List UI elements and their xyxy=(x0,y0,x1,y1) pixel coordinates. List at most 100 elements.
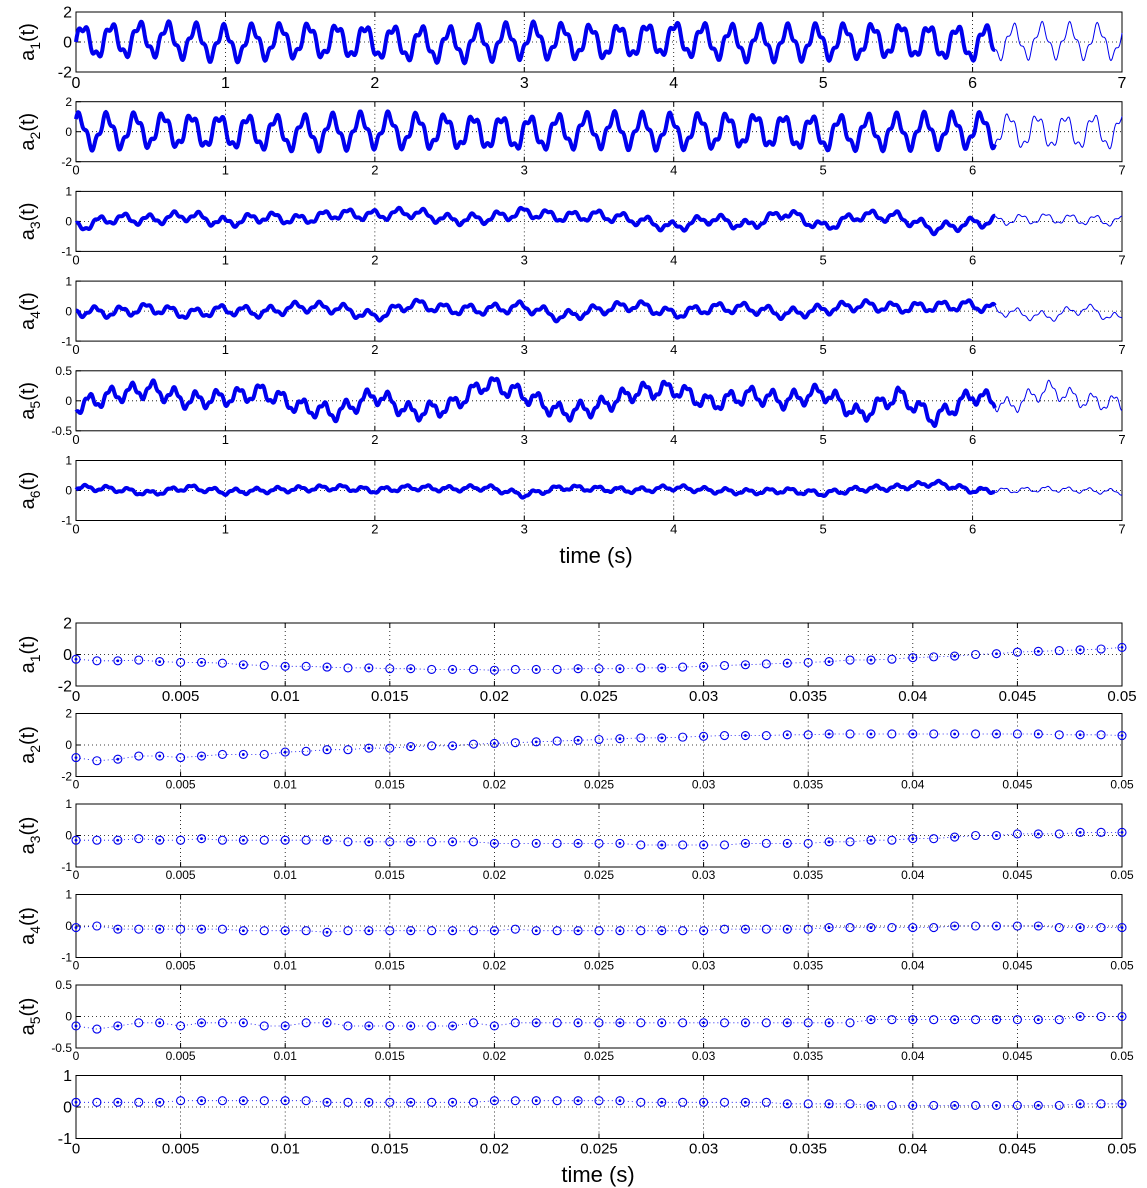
y-tick-label: -2 xyxy=(61,770,72,784)
data-point xyxy=(761,730,771,741)
data-point-center xyxy=(576,667,580,671)
data-point xyxy=(1033,1015,1043,1025)
data-point-center xyxy=(409,745,413,748)
data-point-center xyxy=(869,1104,873,1107)
x-tick-label: 2 xyxy=(371,163,378,178)
y-axis-label-base: a xyxy=(17,228,39,240)
data-point-center xyxy=(1120,734,1124,737)
data-point xyxy=(1075,730,1085,740)
y-axis-label-subscript: 3 xyxy=(27,221,43,229)
data-point-center xyxy=(995,924,998,928)
x-tick-label: 4 xyxy=(670,342,677,357)
y-tick-label: -1 xyxy=(61,514,72,528)
data-point-center xyxy=(869,658,873,662)
x-tick-label: 0 xyxy=(72,688,80,705)
data-point xyxy=(887,654,897,664)
data-point xyxy=(887,923,897,933)
panel-4: 0 1 2 3 4 5 6 710-1a4(t) xyxy=(17,274,1126,357)
data-point xyxy=(301,926,311,936)
data-point-center xyxy=(493,929,496,933)
data-point-center xyxy=(493,668,496,672)
y-tick-label: 2 xyxy=(65,95,72,109)
data-point xyxy=(929,923,939,933)
data-point xyxy=(427,1021,437,1031)
data-point xyxy=(740,1097,750,1107)
data-point xyxy=(761,1018,771,1028)
series-line-thick xyxy=(74,297,997,324)
data-point xyxy=(657,733,667,743)
y-axis-label: a1(t) xyxy=(17,636,43,674)
series-line-thin xyxy=(994,379,1123,414)
y-tick-label: 0 xyxy=(65,919,72,933)
data-point-center xyxy=(409,1024,413,1028)
data-point xyxy=(259,660,269,671)
data-point-center xyxy=(660,1021,664,1025)
data-point xyxy=(301,1018,311,1028)
data-point-center xyxy=(367,1024,371,1028)
data-point-center xyxy=(827,926,831,929)
data-point xyxy=(155,751,165,761)
data-point-center xyxy=(283,1099,287,1103)
bottom-xlabel: time (s) xyxy=(561,1162,634,1187)
data-point xyxy=(1075,923,1085,933)
data-point xyxy=(468,1018,479,1028)
data-point xyxy=(971,1015,981,1025)
data-point xyxy=(636,1097,646,1107)
data-point xyxy=(322,745,332,755)
data-point xyxy=(301,746,311,756)
data-point xyxy=(238,926,248,936)
data-point-center xyxy=(660,736,664,740)
x-tick-label: 0.045 xyxy=(1002,778,1032,792)
data-point xyxy=(866,1100,876,1110)
x-tick-label: 2 xyxy=(371,432,378,447)
data-point xyxy=(1012,829,1022,839)
y-tick-label: 2 xyxy=(63,5,72,22)
x-tick-label: 0.03 xyxy=(692,778,716,792)
data-point-center xyxy=(451,929,454,933)
x-tick-label: 0.035 xyxy=(793,868,823,882)
data-point xyxy=(259,749,269,760)
data-point xyxy=(155,657,165,667)
data-point xyxy=(510,664,520,675)
y-axis-label: a3(t) xyxy=(17,202,43,240)
data-point xyxy=(552,926,562,936)
top-xlabel: time (s) xyxy=(559,543,632,568)
x-tick-label: 0.05 xyxy=(1107,1141,1136,1158)
data-point xyxy=(929,834,939,844)
x-tick-label: 0.02 xyxy=(483,959,507,973)
data-point xyxy=(510,838,520,848)
data-point-center xyxy=(367,1100,371,1104)
y-axis-label-base: a xyxy=(17,408,39,420)
data-point-center xyxy=(74,926,78,929)
data-point xyxy=(489,838,499,848)
data-point-center xyxy=(534,740,538,744)
data-point xyxy=(259,835,269,845)
data-point xyxy=(929,729,939,739)
x-tick-label: 0.035 xyxy=(793,778,823,792)
data-point-center xyxy=(953,732,957,736)
x-tick-label: 0.04 xyxy=(901,959,925,973)
data-point xyxy=(761,838,771,848)
data-point-center xyxy=(74,657,78,661)
data-point xyxy=(385,837,395,847)
data-point-center xyxy=(660,929,664,933)
data-point-center xyxy=(200,660,203,664)
data-point xyxy=(866,923,876,933)
data-point xyxy=(176,835,186,845)
data-point xyxy=(1096,1011,1106,1022)
data-point xyxy=(803,730,813,740)
data-point xyxy=(176,1021,186,1031)
data-point-center xyxy=(911,732,915,736)
data-point xyxy=(406,664,416,674)
x-tick-label: 0.035 xyxy=(789,688,827,705)
x-tick-label: 1 xyxy=(222,522,229,537)
data-point xyxy=(406,926,416,936)
data-point-center xyxy=(744,841,747,845)
x-tick-label: 0.01 xyxy=(274,959,298,973)
data-point xyxy=(615,1096,625,1106)
y-tick-label: 0 xyxy=(65,829,72,843)
data-point xyxy=(448,1021,458,1031)
data-point xyxy=(782,1099,792,1109)
data-point xyxy=(448,664,458,675)
data-point xyxy=(929,1015,939,1025)
